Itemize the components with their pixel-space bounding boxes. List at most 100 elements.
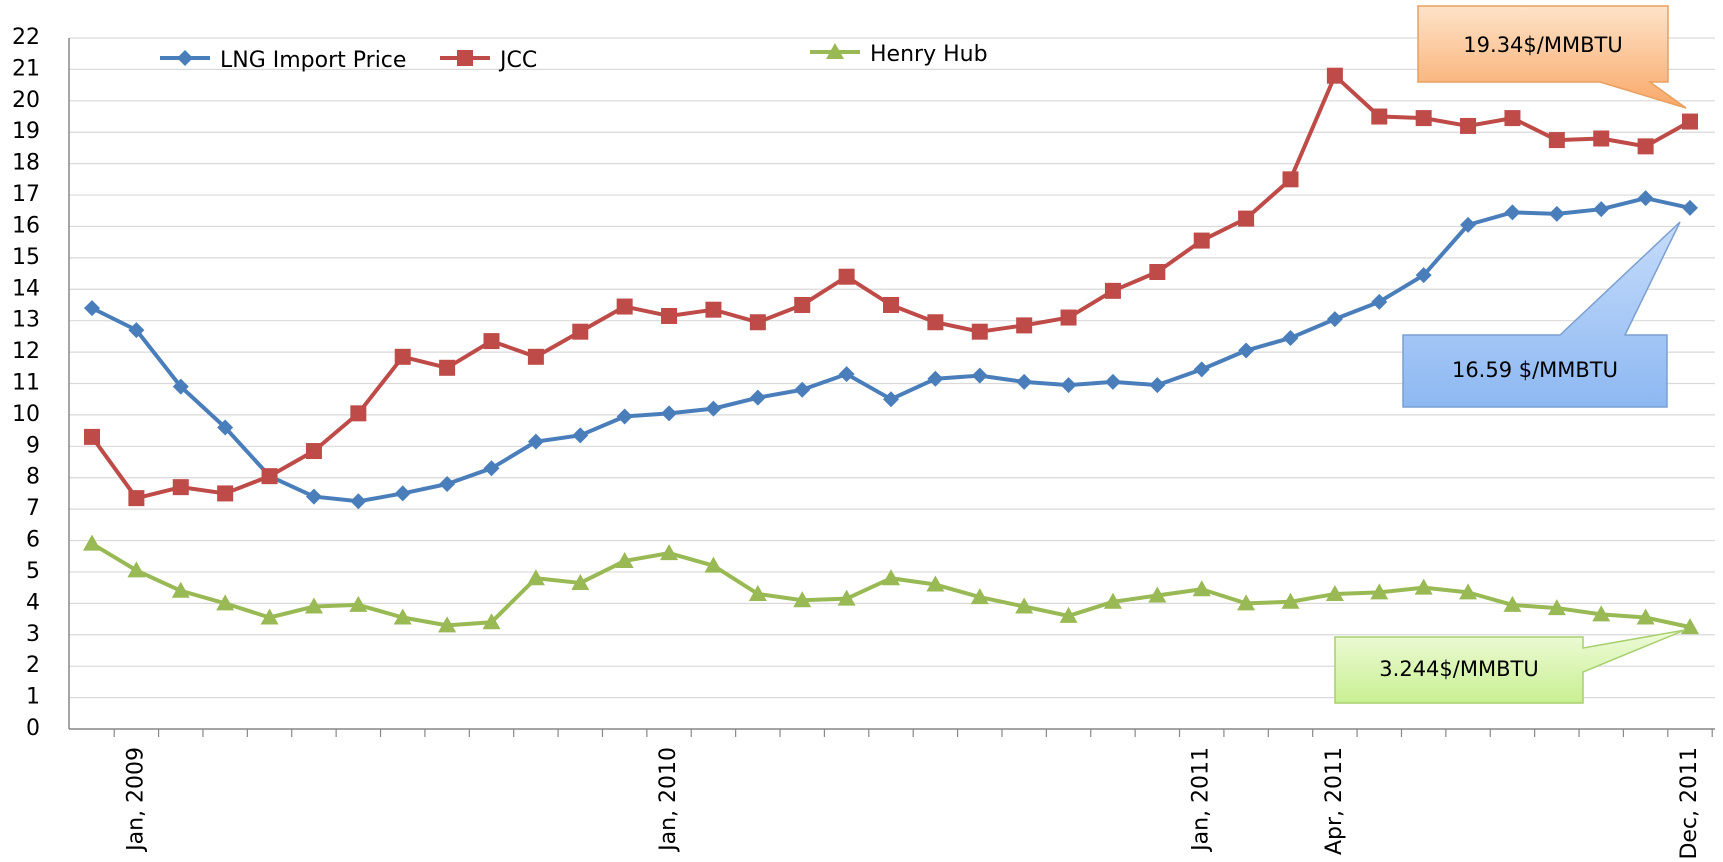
marker (1504, 204, 1521, 221)
marker (394, 485, 411, 502)
marker (1460, 117, 1477, 134)
marker (571, 573, 590, 590)
y-tick-label: 3 (26, 622, 40, 647)
marker (350, 493, 367, 510)
x-tick-label: Jan, 2010 (656, 747, 681, 853)
legend-label: Henry Hub (870, 42, 988, 67)
marker (1060, 377, 1077, 394)
marker (1682, 113, 1698, 130)
marker (883, 391, 899, 408)
marker (1637, 190, 1654, 207)
marker (1593, 130, 1610, 147)
y-tick-label: 1 (26, 685, 40, 710)
marker (1059, 606, 1078, 623)
y-tick-label: 22 (12, 25, 40, 50)
marker (749, 314, 766, 331)
marker (1060, 309, 1077, 326)
y-tick-label: 17 (12, 182, 40, 207)
x-tick-label: Jan, 2011 (1189, 747, 1214, 853)
marker (970, 588, 989, 605)
marker (1548, 132, 1565, 149)
y-tick-label: 4 (26, 590, 40, 615)
callout-box (1417, 5, 1687, 109)
marker (1682, 199, 1698, 216)
marker (927, 370, 944, 387)
annotation: 16.59 $/MMBTU (1452, 358, 1618, 382)
marker (84, 428, 100, 445)
marker (971, 367, 988, 384)
marker (661, 307, 678, 324)
marker (439, 476, 456, 493)
marker (1015, 597, 1034, 614)
marker (1593, 201, 1610, 218)
legend-marker (177, 50, 193, 66)
marker (793, 591, 812, 608)
marker (1016, 373, 1033, 390)
marker (1149, 377, 1166, 394)
marker (704, 556, 723, 573)
y-tick-label: 5 (26, 559, 40, 584)
marker (1504, 110, 1521, 127)
y-tick-label: 20 (12, 88, 40, 113)
y-tick-label: 11 (12, 371, 40, 396)
marker (838, 366, 855, 383)
marker (1104, 282, 1121, 299)
marker (1371, 293, 1388, 310)
x-tick-label: Apr, 2011 (1322, 747, 1347, 855)
marker (1326, 67, 1343, 84)
marker (171, 581, 190, 598)
y-tick-label: 18 (12, 151, 40, 176)
callout: 3.244$/MMBTU (1334, 629, 1686, 704)
y-tick-label: 7 (26, 496, 40, 521)
marker (1238, 210, 1255, 227)
marker (304, 597, 323, 614)
marker (438, 616, 457, 633)
y-tick-label: 19 (12, 119, 40, 144)
marker (393, 608, 412, 625)
marker (1282, 329, 1299, 346)
plot-area: 012345678910111213141516171819202122Jan,… (12, 25, 1715, 860)
marker (1459, 583, 1478, 600)
marker (616, 298, 633, 315)
marker (971, 323, 988, 340)
y-tick-label: 9 (26, 433, 40, 458)
marker (749, 389, 766, 406)
legend-label: JCC (498, 48, 537, 73)
marker (705, 301, 722, 318)
marker (216, 594, 235, 611)
y-tick-label: 0 (26, 716, 40, 741)
marker (127, 561, 146, 578)
marker (439, 359, 456, 376)
marker (83, 534, 101, 551)
marker (1016, 317, 1033, 334)
y-tick-label: 2 (26, 653, 40, 678)
marker (1103, 592, 1122, 609)
marker (217, 419, 234, 436)
marker (1148, 586, 1167, 603)
marker (172, 479, 189, 496)
marker (660, 544, 679, 561)
marker (84, 300, 100, 317)
series-line (90, 73, 1691, 501)
marker (615, 551, 634, 568)
marker (350, 405, 367, 422)
marker (1371, 108, 1388, 125)
callout-box (1334, 629, 1686, 704)
marker (305, 443, 322, 460)
y-tick-label: 16 (12, 213, 40, 238)
marker (527, 433, 544, 450)
y-tick-label: 21 (12, 56, 40, 81)
marker (1192, 580, 1211, 597)
marker (349, 595, 368, 612)
marker (1149, 263, 1166, 280)
legend-label: LNG Import Price (220, 48, 406, 73)
marker (705, 400, 722, 417)
marker (1503, 595, 1522, 612)
y-tick-label: 15 (12, 245, 40, 270)
marker (261, 468, 278, 485)
y-tick-label: 10 (12, 402, 40, 427)
marker (616, 408, 633, 425)
y-tick-label: 14 (12, 276, 40, 301)
callout: 19.34$/MMBTU (1417, 5, 1687, 109)
